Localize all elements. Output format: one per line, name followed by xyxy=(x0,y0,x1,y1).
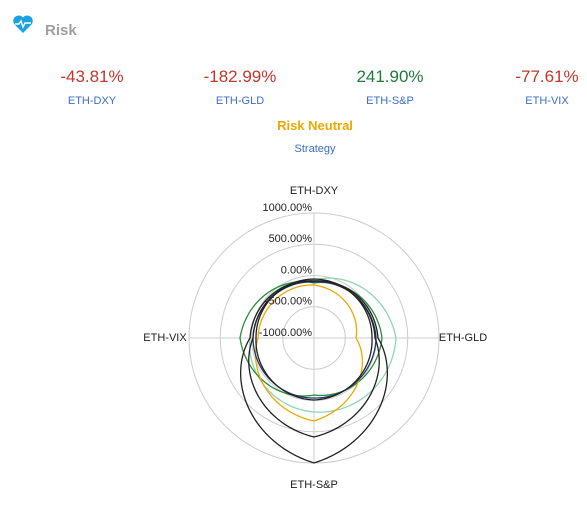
status-title: Risk Neutral xyxy=(277,118,353,133)
stat: -77.61% ETH-VIX xyxy=(477,67,587,107)
radar-line xyxy=(240,280,388,464)
status-subtitle: Strategy xyxy=(294,143,336,155)
stat-label: ETH-VIX xyxy=(525,95,569,107)
axis-label: ETH-VIX xyxy=(143,332,187,344)
stat: -43.81% ETH-DXY xyxy=(22,67,162,107)
tick-label: 0.00% xyxy=(281,264,312,276)
heart-icon xyxy=(13,15,33,34)
axis-label: ETH-DXY xyxy=(290,185,339,197)
page-title: Risk xyxy=(45,22,77,39)
radar-line xyxy=(254,284,364,422)
stat-label: ETH-DXY xyxy=(67,95,117,107)
stat-value: 241.90% xyxy=(356,67,424,86)
stat: -182.99% ETH-GLD xyxy=(170,67,310,107)
axis-label: ETH-S&P xyxy=(290,479,338,491)
stat-label: ETH-GLD xyxy=(215,95,265,107)
stat: 241.90% ETH-S&P xyxy=(320,67,460,107)
tick-label: 500.00% xyxy=(269,233,313,245)
stat-label: ETH-S&P xyxy=(366,95,414,107)
radar-line xyxy=(255,278,373,401)
radar-line xyxy=(248,280,380,438)
axis-label: ETH-GLD xyxy=(439,332,487,344)
tick-label: 1000.00% xyxy=(262,202,312,214)
tick-label: -1000.00% xyxy=(259,327,312,339)
stat-value: -182.99% xyxy=(203,67,277,86)
radar-line xyxy=(239,281,383,397)
stat-value: -43.81% xyxy=(60,67,124,86)
stat-value: -77.61% xyxy=(515,67,579,86)
tick-label: -500.00% xyxy=(265,296,312,308)
